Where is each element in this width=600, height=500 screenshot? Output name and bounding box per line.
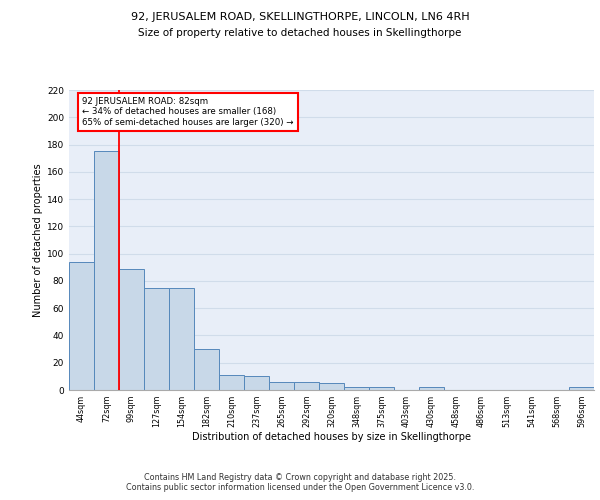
Bar bbox=[69, 262, 94, 390]
X-axis label: Distribution of detached houses by size in Skellingthorpe: Distribution of detached houses by size … bbox=[192, 432, 471, 442]
Bar bbox=[94, 152, 119, 390]
Bar bbox=[194, 349, 219, 390]
Bar bbox=[344, 388, 369, 390]
Y-axis label: Number of detached properties: Number of detached properties bbox=[33, 163, 43, 317]
Bar bbox=[419, 388, 444, 390]
Bar bbox=[319, 383, 344, 390]
Bar bbox=[269, 382, 294, 390]
Bar bbox=[369, 388, 394, 390]
Bar bbox=[244, 376, 269, 390]
Text: 92, JERUSALEM ROAD, SKELLINGTHORPE, LINCOLN, LN6 4RH: 92, JERUSALEM ROAD, SKELLINGTHORPE, LINC… bbox=[131, 12, 469, 22]
Bar bbox=[119, 268, 144, 390]
Bar bbox=[169, 288, 194, 390]
Bar bbox=[569, 388, 594, 390]
Bar bbox=[294, 382, 319, 390]
Text: 92 JERUSALEM ROAD: 82sqm
← 34% of detached houses are smaller (168)
65% of semi-: 92 JERUSALEM ROAD: 82sqm ← 34% of detach… bbox=[82, 97, 293, 126]
Text: Contains HM Land Registry data © Crown copyright and database right 2025.
Contai: Contains HM Land Registry data © Crown c… bbox=[126, 473, 474, 492]
Text: Size of property relative to detached houses in Skellingthorpe: Size of property relative to detached ho… bbox=[139, 28, 461, 38]
Bar bbox=[219, 375, 244, 390]
Bar bbox=[144, 288, 169, 390]
